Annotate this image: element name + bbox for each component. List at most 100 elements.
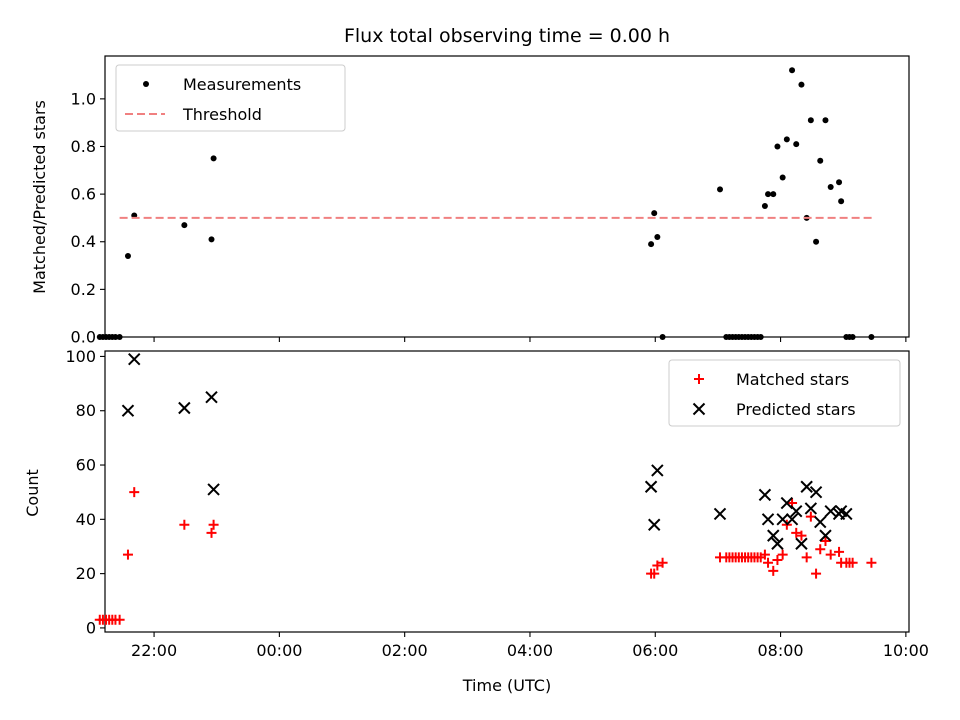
measurement-point (654, 233, 661, 240)
predicted-star-point (178, 401, 191, 415)
matched-star-point (825, 549, 836, 560)
measurement-point (181, 222, 188, 229)
matched-star-point (834, 546, 845, 557)
chart-title: Flux total observing time = 0.00 h (344, 25, 670, 47)
matched-star-point (811, 568, 822, 579)
measurement-point (717, 186, 724, 193)
predicted-star-point (771, 537, 784, 550)
predicted-star-point (761, 513, 775, 526)
measurement-point (124, 253, 131, 260)
matched-star-point (772, 555, 783, 566)
measurement-point (807, 117, 814, 124)
predicted-star-point (207, 483, 220, 496)
measurement-point (817, 157, 824, 164)
x-tick-label: 06:00 (632, 641, 678, 660)
measurement-point (868, 334, 875, 340)
x-tick-label: 10:00 (883, 641, 929, 660)
x-tick-label: 02:00 (382, 641, 428, 660)
top-y-tick-label: 0.8 (71, 137, 96, 156)
top-plot: 0.0 0.2 0.4 0.6 0.8 1.0 Measurements Threshold (71, 55, 910, 347)
predicted-star-point (128, 352, 141, 366)
predicted-star-point (758, 488, 772, 502)
bottom-plot: 0 20 40 60 80 100 22:00 00:00 02:00 04:00 06:00 08:… (65, 347, 928, 660)
predicted-star-point (648, 518, 661, 531)
measurement-point (774, 143, 781, 150)
matched-star-point (129, 487, 140, 498)
legend-matched-handle (694, 374, 704, 384)
measurement-point (827, 183, 834, 190)
legend-label: Threshold (182, 105, 262, 124)
top-y-axis-label: Matched/Predicted stars (30, 100, 49, 294)
x-tick-label: 22:00 (131, 641, 177, 660)
matched-star-point (815, 544, 826, 555)
legend-label: Measurements (183, 75, 301, 94)
legend-box (668, 359, 901, 427)
measurement-point (798, 81, 805, 88)
predicted-star-point (651, 464, 664, 477)
bottom-series-predicted-stars (121, 352, 853, 550)
bottom-y-tick-label: 100 (65, 347, 96, 366)
bottom-y-tick-label: 60 (76, 456, 96, 475)
predicted-star-point (776, 513, 789, 526)
top-y-tick-label: 0.2 (71, 280, 96, 299)
matched-star-point (847, 557, 858, 568)
top-y-tick-label: 0.4 (71, 232, 96, 251)
matched-star-point (866, 557, 877, 568)
measurement-point (836, 179, 843, 186)
predicted-star-point (804, 502, 818, 515)
x-tick-label: 00:00 (256, 641, 302, 660)
measurement-point (651, 210, 658, 217)
top-series-measurements (96, 67, 875, 340)
predicted-star-point (713, 507, 727, 521)
predicted-star-point (809, 485, 823, 499)
matched-star-point (820, 536, 831, 547)
matched-star-point (805, 511, 816, 522)
predicted-star-point (819, 529, 832, 542)
predicted-star-point (840, 507, 853, 521)
measurement-point (813, 238, 820, 245)
measurement-point (789, 67, 796, 74)
measurement-point (783, 136, 790, 143)
legend-predicted-handle (692, 402, 706, 416)
matched-star-point (114, 614, 125, 625)
measurement-point (849, 334, 856, 340)
bottom-y-axis-label: Count (23, 469, 42, 517)
predicted-star-point (644, 480, 658, 493)
x-axis-label: Time (UTC) (462, 676, 551, 695)
measurement-point (765, 191, 772, 198)
matched-star-point (179, 519, 190, 530)
legend-box (115, 64, 346, 132)
predicted-star-point (824, 504, 837, 518)
matched-star-point (768, 565, 779, 576)
measurement-point (779, 174, 786, 181)
matched-star-point (657, 557, 668, 568)
legend-measurement-handle (143, 81, 149, 87)
top-y-tick-label: 1.0 (71, 89, 96, 108)
measurement-point (822, 117, 829, 124)
matched-star-point (759, 549, 770, 560)
matched-star-point (652, 560, 663, 571)
measurement-point (648, 241, 655, 248)
measurement-point (659, 334, 666, 340)
measurement-point (838, 198, 845, 205)
predicted-star-point (205, 390, 218, 404)
bottom-y-tick-label: 20 (76, 564, 96, 583)
matched-star-point (122, 549, 133, 560)
measurement-point (112, 334, 119, 340)
matched-star-point (796, 530, 807, 541)
matched-star-point (649, 568, 660, 579)
predicted-star-point (790, 504, 803, 518)
bottom-y-tick-label: 40 (76, 510, 96, 529)
measurement-point (116, 334, 123, 340)
matched-star-point (801, 552, 812, 563)
measurement-point (761, 203, 768, 210)
predicted-star-point (800, 480, 813, 493)
predicted-star-point (767, 529, 780, 542)
top-y-tick-label: 0.0 (71, 328, 96, 347)
measurement-point (793, 141, 800, 148)
matched-star-point (208, 519, 219, 530)
measurement-point (770, 191, 777, 198)
measurement-point (208, 236, 215, 243)
predicted-star-point (121, 404, 135, 417)
